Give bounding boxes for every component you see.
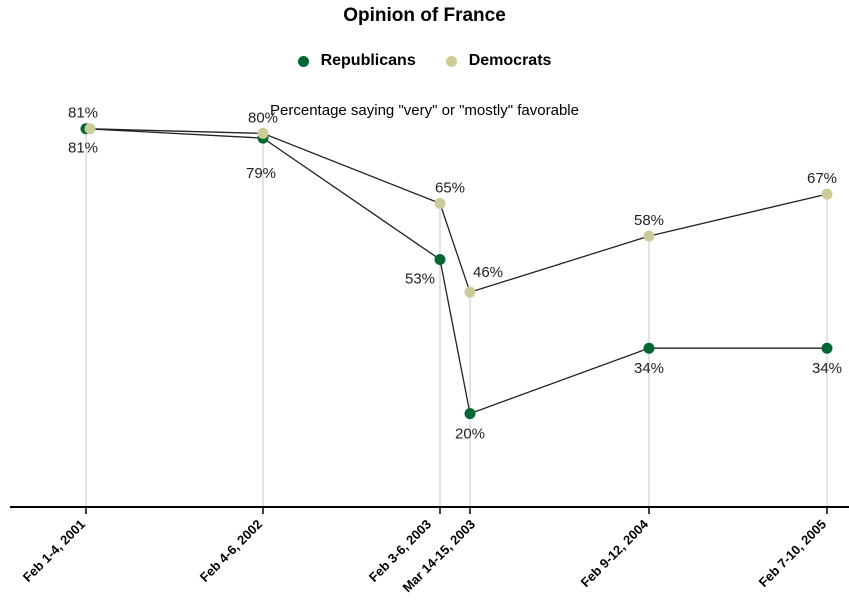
legend-swatch-republicans [297,55,309,67]
legend-label-republicans: Republicans [320,52,416,69]
data-label-democrats-5: 67% [807,170,837,187]
point-democrats-2 [434,197,446,209]
data-label-republicans-5: 34% [812,360,842,377]
data-label-democrats-0: 81% [68,105,98,122]
data-label-republicans-1: 79% [246,165,276,182]
point-republicans-3 [464,408,476,420]
series-line-republicans [85,128,827,415]
data-label-democrats-2: 65% [435,179,465,196]
point-republicans-5 [821,342,833,354]
legend-swatch-democrats [445,55,457,67]
point-democrats-3 [464,286,476,298]
point-democrats-1 [257,127,269,139]
data-label-democrats-1: 80% [248,109,278,126]
data-label-democrats-3: 46% [473,264,503,281]
chart-subtitle: Percentage saying "very" or "mostly" fav… [270,102,579,119]
data-label-democrats-4: 58% [634,212,664,229]
data-label-republicans-4: 34% [634,360,664,377]
x-tick-label-4: Feb 9-12, 2004 [578,516,652,590]
legend-item-republicans: Republicans [297,52,416,70]
x-tick-label-5: Feb 7-10, 2005 [756,517,829,590]
point-republicans-2 [434,253,446,265]
data-label-republicans-2: 53% [405,270,435,287]
data-label-republicans-0: 81% [68,140,98,157]
legend-label-democrats: Democrats [468,52,552,69]
point-democrats-0 [84,123,96,135]
x-tick-label-1: Feb 4-6, 2002 [197,517,265,585]
point-democrats-5 [821,188,833,200]
x-tick-label-0: Feb 1-4, 2001 [20,517,88,585]
data-label-republicans-3: 20% [455,426,485,443]
point-democrats-4 [643,230,655,242]
point-republicans-4 [643,342,655,354]
chart-title: Opinion of France [343,5,506,26]
series-line-democrats [85,128,828,294]
legend-item-democrats: Democrats [445,52,552,70]
chart-legend: Republicans Democrats [0,52,849,70]
